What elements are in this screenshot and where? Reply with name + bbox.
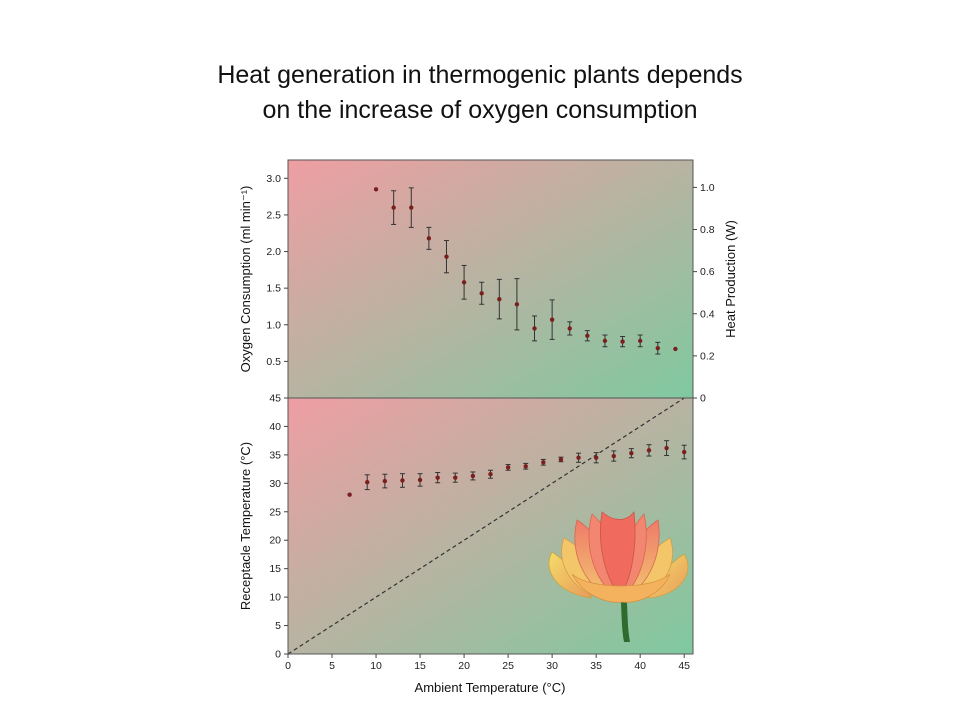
- bottom-data-point: [541, 460, 546, 465]
- bottom-y-axis-ticks: 0 5 10 15 20 25 30 35 40 45: [269, 393, 288, 661]
- bottom-data-point: [453, 475, 458, 480]
- bottom-data-point: [505, 465, 511, 470]
- bottom-x-tick-label: 45: [678, 660, 690, 672]
- top-data-point: [620, 339, 625, 344]
- top-data-point: [444, 254, 449, 259]
- top-data-point: [426, 236, 432, 241]
- bottom-data-point: [664, 445, 669, 451]
- top-data-point: [673, 346, 678, 352]
- bottom-series-points: [347, 440, 687, 497]
- bottom-y-tick-label: 0: [275, 649, 281, 661]
- bottom-y-tick-label: 10: [269, 592, 281, 604]
- top-y-tick-label: 2.5: [266, 209, 281, 221]
- bottom-data-point: [488, 472, 493, 477]
- top-y-tick-label: 2.0: [266, 246, 281, 258]
- bottom-data-point: [558, 457, 564, 462]
- top-data-point: [497, 296, 502, 302]
- bottom-data-point: [347, 492, 352, 497]
- bottom-data-point: [681, 449, 687, 455]
- top-y2-tick-label: 0.8: [700, 224, 715, 236]
- reference-diagonal-line: [287, 397, 685, 655]
- top-data-point: [602, 338, 608, 344]
- bottom-data-point: [382, 478, 388, 484]
- bottom-data-point: [417, 477, 423, 483]
- bottom-data-point: [646, 448, 652, 453]
- bottom-x-axis-title: Ambient Temperature (°C): [415, 680, 566, 695]
- bottom-y-tick-label: 15: [269, 563, 281, 575]
- bottom-x-axis-ticks: 0 5 10 15 20 25 30 35 40 45: [285, 654, 690, 672]
- top-y-axis-ticks: 0.5 1.0 1.5 2.0 2.5 3.0: [266, 173, 288, 368]
- top-y-tick-label: 1.0: [266, 319, 281, 331]
- top-y-tick-label: 1.5: [266, 283, 281, 295]
- bottom-data-point: [400, 478, 405, 483]
- bottom-y-tick-label: 5: [275, 620, 281, 632]
- bottom-data-point: [523, 464, 528, 469]
- bottom-x-tick-label: 5: [329, 660, 335, 672]
- top-y2-tick-label: 0.2: [700, 350, 715, 362]
- slide-title-line-2: on the increase of oxygen consumption: [262, 96, 698, 124]
- slide-title: Heat generation in thermogenic plants de…: [0, 58, 960, 128]
- bottom-y-tick-label: 40: [269, 421, 281, 433]
- top-y2-tick-label: 0.4: [700, 308, 715, 320]
- top-y2-axis-title: Heat Production (W): [723, 220, 738, 338]
- bottom-data-point: [593, 455, 599, 460]
- top-y2-tick-label: 0.6: [700, 266, 715, 278]
- top-data-point: [373, 187, 379, 192]
- bottom-x-tick-label: 25: [502, 660, 514, 672]
- top-data-point: [585, 333, 590, 338]
- bottom-x-tick-label: 30: [546, 660, 558, 672]
- top-data-point: [655, 346, 660, 351]
- top-data-point: [461, 280, 467, 285]
- slide-title-line-1: Heat generation in thermogenic plants de…: [217, 61, 743, 89]
- bottom-x-tick-label: 35: [590, 660, 602, 672]
- top-y2-tick-label: 0: [700, 393, 706, 405]
- bottom-x-tick-label: 40: [634, 660, 646, 672]
- bottom-y-tick-label: 35: [269, 449, 281, 461]
- top-series-points: [373, 187, 678, 355]
- top-data-point: [549, 317, 555, 322]
- bottom-plot-frame: [287, 397, 694, 655]
- top-data-point: [514, 302, 520, 307]
- top-data-point: [479, 291, 484, 296]
- top-y2-tick-label: 1.0: [700, 182, 715, 194]
- bottom-y-tick-label: 20: [269, 535, 281, 547]
- bottom-y-tick-label: 30: [269, 478, 281, 490]
- bottom-data-point: [576, 455, 581, 460]
- bottom-data-point: [611, 453, 616, 459]
- top-data-point: [567, 326, 572, 331]
- top-data-point: [409, 205, 414, 210]
- bottom-y-tick-label: 45: [269, 393, 281, 405]
- top-plot-background: [288, 160, 693, 398]
- top-data-point: [637, 338, 643, 344]
- bottom-y-tick-label: 25: [269, 506, 281, 518]
- top-y-tick-label: 0.5: [266, 356, 281, 368]
- top-y2-axis-ticks: 0 0.2 0.4 0.6 0.8 1.0: [693, 182, 715, 405]
- bottom-x-tick-label: 10: [370, 660, 382, 672]
- top-data-point: [391, 205, 396, 210]
- bottom-x-tick-label: 15: [414, 660, 426, 672]
- bottom-data-point: [470, 473, 476, 479]
- bottom-x-tick-label: 20: [458, 660, 470, 672]
- top-data-point: [532, 326, 537, 331]
- bottom-data-point: [435, 475, 440, 480]
- top-y-axis-title: Oxygen Consumption (ml min⁻¹): [238, 186, 253, 373]
- bottom-y-axis-title: Receptacle Temperature (°C): [238, 442, 253, 610]
- bottom-data-point: [365, 479, 370, 485]
- bottom-data-point: [629, 450, 634, 456]
- top-y-tick-label: 3.0: [266, 173, 281, 185]
- lotus-flower-icon: [548, 510, 689, 642]
- bottom-x-tick-label: 0: [285, 660, 291, 672]
